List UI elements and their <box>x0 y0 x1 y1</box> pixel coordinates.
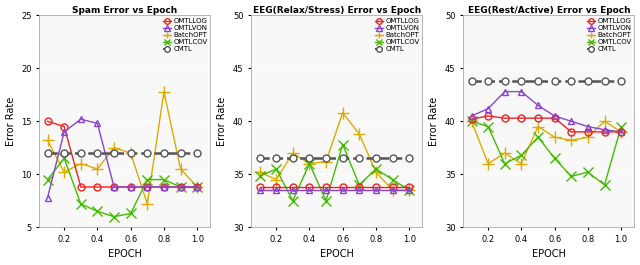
X-axis label: EPOCH: EPOCH <box>320 249 354 259</box>
Legend: OMTLLOG, OMTLVON, BatchOPT, OMTLCOV, CMTL: OMTLLOG, OMTLVON, BatchOPT, OMTLCOV, CMT… <box>374 17 420 53</box>
Title: Spam Error vs Epoch: Spam Error vs Epoch <box>72 6 177 15</box>
X-axis label: EPOCH: EPOCH <box>108 249 142 259</box>
Title: EEG(Rest/Active) Error vs Epoch: EEG(Rest/Active) Error vs Epoch <box>468 6 630 15</box>
Y-axis label: Error Rate: Error Rate <box>429 97 440 146</box>
Y-axis label: Error Rate: Error Rate <box>218 97 227 146</box>
X-axis label: EPOCH: EPOCH <box>532 249 566 259</box>
Legend: OMTLLOG, OMTLVON, BatchOPT, OMTLCOV, CMTL: OMTLLOG, OMTLVON, BatchOPT, OMTLCOV, CMT… <box>586 17 632 53</box>
Title: EEG(Relax/Stress) Error vs Epoch: EEG(Relax/Stress) Error vs Epoch <box>253 6 421 15</box>
Legend: OMTLLOG, OMTLVON, BatchOPT, OMTLCOV, CMTL: OMTLLOG, OMTLVON, BatchOPT, OMTLCOV, CMT… <box>163 17 209 53</box>
Y-axis label: Error Rate: Error Rate <box>6 97 15 146</box>
